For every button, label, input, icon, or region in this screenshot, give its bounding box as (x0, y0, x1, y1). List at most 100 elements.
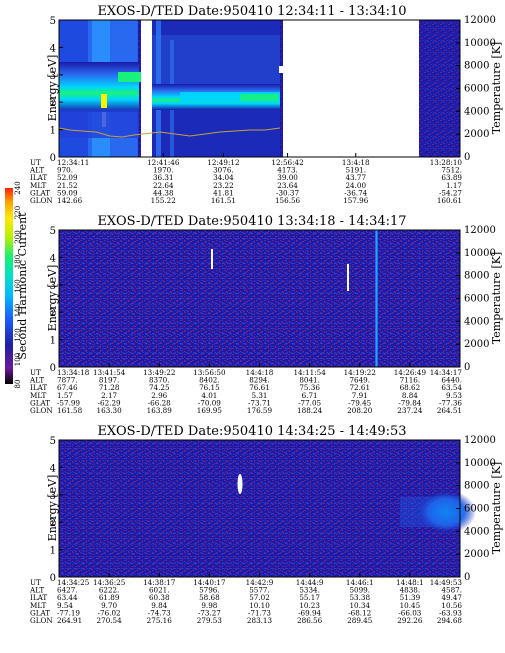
orbit-cell: 7649. (349, 376, 370, 385)
panel-2-vertical-line-core (376, 230, 377, 367)
panel-2-noise-fine (59, 230, 460, 367)
y2-tick-label: 4000 (464, 106, 489, 117)
orbit-cell: 8041. (299, 376, 320, 385)
panel-1-band-blue (59, 110, 139, 138)
y2-tick-label: 10000 (464, 38, 496, 49)
panel-3-noise-fine (59, 440, 460, 577)
orbit-cell: 7877. (57, 376, 78, 385)
orbit-cell: 13:41:54 (93, 368, 126, 377)
orbit-cell: -68.12 (348, 608, 371, 617)
orbit-cell: 8402. (199, 376, 220, 385)
orbit-cell: -63.93 (439, 608, 462, 617)
colorbar-tick-label: 180 (14, 255, 22, 268)
y-tick-label: 3 (50, 281, 56, 292)
orbit-cell: -36.74 (344, 188, 367, 197)
orbit-cell: 14:26:49 (394, 368, 427, 377)
orbit-cell: 5796. (199, 586, 220, 595)
panel-1-band-left (59, 62, 139, 112)
orbit-cell: 43.77 (345, 173, 366, 182)
orbit-cell: 74.25 (149, 383, 170, 392)
y2-tick-label: 10000 (464, 458, 496, 469)
orbit-cell: 6.71 (302, 391, 318, 400)
y-tick-label: 3 (50, 491, 56, 502)
panel-1-band-green (118, 72, 142, 82)
orbit-cell: 289.45 (347, 616, 373, 625)
y2-tick-label: 0 (464, 362, 470, 373)
orbit-cell: 14:46:1 (346, 578, 374, 587)
colorbar-tick-label: 160 (14, 279, 22, 292)
colorbar-tick-label: 140 (14, 304, 22, 317)
y-tick-label: 5 (50, 226, 56, 237)
orbit-cell: 21.52 (57, 181, 78, 190)
orbit-cell: -79.84 (398, 398, 421, 407)
orbit-cell: 75.36 (299, 383, 320, 392)
orbit-cell: 61.89 (99, 593, 120, 602)
y2-tick-label: 6000 (464, 294, 489, 305)
orbit-cell: 9.53 (446, 391, 462, 400)
orbit-cell: 1.57 (57, 391, 73, 400)
orbit-cell: -54.27 (439, 188, 462, 197)
y-tick-label: 0 (50, 573, 56, 584)
panel-3-ylabel: Energy [eV] (46, 475, 59, 542)
orbit-cell: 970. (57, 166, 73, 175)
orbit-cell: 142.66 (57, 196, 83, 205)
orbit-cell: 9.54 (57, 601, 73, 610)
orbit-cell: 52.09 (57, 173, 78, 182)
panel-2-white-streak-2 (347, 264, 349, 291)
orbit-cell: 12:41:46 (147, 158, 180, 167)
orbit-cell: 13:34:18 (57, 368, 90, 377)
y2-tick-label: 2000 (464, 549, 489, 560)
orbit-cell: -76.02 (98, 608, 121, 617)
orbit-cell: 14:36:25 (93, 578, 126, 587)
y-tick-label: 1 (50, 126, 56, 137)
orbit-row-label: GLAT (30, 188, 50, 197)
panel-3: EXOS-D/TED Date:950410 14:34:25 - 14:49:… (29, 424, 503, 625)
orbit-cell: 68.62 (400, 383, 421, 392)
y2-tick-label: 4000 (464, 526, 489, 537)
colorbar-tick-label: 100 (14, 353, 22, 366)
y2-tick-label: 12000 (464, 435, 496, 446)
panel-2-y2-ticks: 0 2000 4000 6000 8000 10000 12000 (456, 225, 496, 373)
panel-1-ylabel: Energy [eV] (46, 55, 59, 122)
orbit-cell: 14:48:1 (396, 578, 424, 587)
orbit-row-label: UT (30, 578, 41, 587)
orbit-cell: 5099. (349, 586, 370, 595)
orbit-cell: 76.15 (199, 383, 220, 392)
orbit-cell: 7512. (441, 166, 462, 175)
orbit-row-label: ALT (29, 376, 44, 385)
orbit-cell: 275.16 (147, 616, 173, 625)
orbit-cell: 264.91 (57, 616, 82, 625)
panel-1-title: EXOS-D/TED Date:950410 12:34:11 - 13:34:… (97, 4, 406, 19)
orbit-cell: 6222. (99, 586, 120, 595)
orbit-cell: 163.30 (97, 406, 123, 415)
orbit-cell: 59.09 (57, 188, 78, 197)
panel-2: EXOS-D/TED Date:950410 13:34:18 - 14:34:… (29, 214, 503, 415)
orbit-cell: 13:28:10 (430, 158, 463, 167)
panel-1-y-ticks: 0 1 2 3 4 5 (50, 16, 63, 164)
panel-2-orbit-table: UT 13:34:18 13:41:54 13:49:22 13:56:50 14:4:1… (29, 363, 462, 415)
orbit-cell: -30.37 (276, 188, 299, 197)
orbit-cell: 12:49:12 (207, 158, 239, 167)
orbit-cell: 63.44 (57, 593, 78, 602)
orbit-cell: 8197. (99, 376, 120, 385)
orbit-cell: 39.00 (277, 173, 298, 182)
colorbar-ticks: 80 100 120 140 160 180 200 220 240 (14, 181, 22, 388)
orbit-cell: 24.00 (345, 181, 366, 190)
orbit-cell: 283.13 (247, 616, 273, 625)
orbit-cell: -73.71 (248, 398, 271, 407)
colorbar-tick-label: 220 (14, 206, 22, 219)
orbit-row-label: GLAT (30, 398, 50, 407)
orbit-cell: 8294. (249, 376, 270, 385)
orbit-cell: 76.61 (249, 383, 270, 392)
orbit-row-label: ILAT (30, 593, 47, 602)
y2-tick-label: 8000 (464, 271, 489, 282)
orbit-cell: 23.22 (213, 181, 234, 190)
colorbar-tick-label: 240 (14, 181, 22, 194)
orbit-cell: 161.51 (211, 196, 236, 205)
orbit-cell: 14:34:25 (57, 578, 90, 587)
y2-tick-label: 8000 (464, 61, 489, 72)
orbit-row-label: MLT (30, 601, 47, 610)
orbit-cell: 13:4:18 (342, 158, 370, 167)
y2-tick-label: 6000 (464, 504, 489, 515)
orbit-cell: 36.31 (153, 173, 174, 182)
